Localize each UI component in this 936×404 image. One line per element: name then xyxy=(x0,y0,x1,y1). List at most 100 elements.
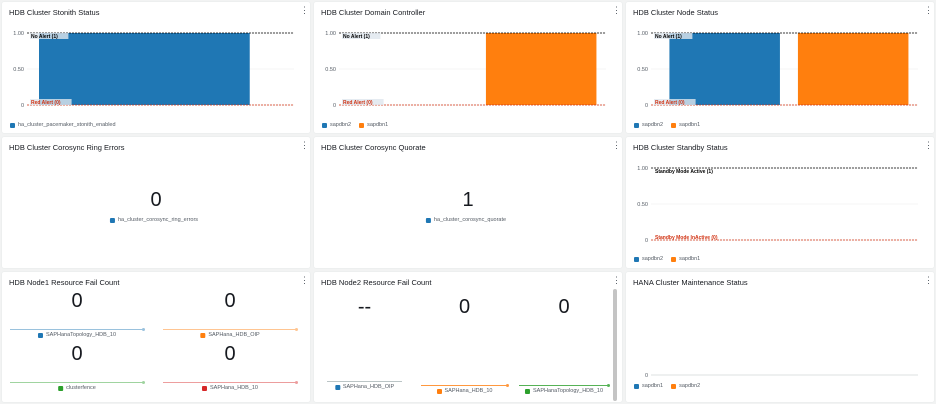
panel-node2-fail-count: HDB Node2 Resource Fail Count ⋮ -- SAPHan… xyxy=(314,272,622,402)
legend-swatch xyxy=(37,332,43,338)
more-options-icon[interactable]: ⋮ xyxy=(924,140,933,150)
annotation-bg xyxy=(30,33,69,39)
legend-swatch xyxy=(334,384,340,390)
sparkline xyxy=(163,328,298,331)
sparkline xyxy=(10,328,145,331)
annotation-bg xyxy=(342,33,381,39)
legend-swatch xyxy=(634,256,639,262)
more-options-icon[interactable]: ⋮ xyxy=(300,140,309,150)
legend-label: sapdbn2 xyxy=(642,122,664,128)
annotation-bg xyxy=(342,99,384,105)
legend-swatch xyxy=(634,122,639,128)
panel-corosync-quorate: HDB Cluster Corosync Quorate ⋮ 1 ha_clus… xyxy=(314,137,622,268)
y-tick-label: 1.00 xyxy=(637,166,648,172)
threshold-label: No Alert (1) xyxy=(31,34,58,40)
y-tick-label: 0.50 xyxy=(637,67,648,73)
chart-legend: sapdbn1 sapdbn2 xyxy=(634,383,700,389)
threshold-label: Standby Mode InActive (0) xyxy=(655,235,718,241)
legend-label: SAPHana_HDB_10 xyxy=(209,385,259,391)
bar-sapdbn1[interactable] xyxy=(485,33,597,105)
sparkline xyxy=(519,384,610,387)
metric-value: 0 xyxy=(458,296,471,318)
panel-domain-controller: HDB Cluster Domain Controller ⋮ 1.00 0.50… xyxy=(314,2,622,133)
threshold-label: No Alert (1) xyxy=(343,34,370,40)
more-options-icon[interactable]: ⋮ xyxy=(924,275,933,285)
legend-swatch xyxy=(524,388,530,394)
threshold-label: Red Alert (0) xyxy=(655,100,685,106)
chart-legend: sapdbn2 sapdbn1 xyxy=(634,256,700,262)
threshold-label: Red Alert (0) xyxy=(343,100,373,106)
chart-node: 1.00 0.50 0 No Alert (1) Red Alert (0) xyxy=(637,31,918,109)
legend-swatch xyxy=(58,385,64,391)
metric-value: 0 xyxy=(224,343,236,365)
y-tick-label: 0.50 xyxy=(13,67,24,73)
chart-legend: sapdbn2 sapdbn1 xyxy=(322,122,388,128)
legend-item[interactable]: sapdbn2 xyxy=(634,256,663,262)
panel-ring-errors: HDB Cluster Corosync Ring Errors ⋮ 0 ha_… xyxy=(2,137,310,268)
chart-maint: 0 xyxy=(645,373,918,377)
legend-label: ha_cluster_corosync_quorate xyxy=(433,217,507,223)
metric-value: 0 xyxy=(71,343,83,365)
panel-title: HDB Node2 Resource Fail Count xyxy=(321,278,432,287)
chart-legend: ha_cluster_pacemaker_stonith_enabled xyxy=(10,122,116,128)
more-options-icon[interactable]: ⋮ xyxy=(612,275,621,285)
panel-title: HANA Cluster Maintenance Status xyxy=(633,278,748,287)
sparkline-point xyxy=(295,381,298,384)
legend-swatch xyxy=(322,122,327,128)
legend-item[interactable]: sapdbn2 xyxy=(671,383,700,389)
legend-label: clusterfence xyxy=(66,385,96,391)
metric-legend: ha_cluster_corosync_ring_errors xyxy=(109,217,198,223)
legend-label: sapdbn2 xyxy=(642,256,664,262)
panel-title: HDB Node1 Resource Fail Count xyxy=(9,278,120,287)
scrollbar[interactable] xyxy=(613,289,617,401)
panel-node-status: HDB Cluster Node Status ⋮ 1.00 0.50 0 No Al… xyxy=(626,2,934,133)
y-tick-label: 0 xyxy=(645,103,648,109)
metric-legend: SAPHana_HDB_OIP xyxy=(200,332,260,338)
legend-item[interactable]: sapdbn2 xyxy=(322,122,351,128)
legend-label: sapdbn2 xyxy=(330,122,352,128)
legend-swatch xyxy=(436,388,442,394)
legend-swatch xyxy=(200,332,206,338)
legend-label: SAPHanaTopology_HDB_10 xyxy=(45,332,117,338)
more-options-icon[interactable]: ⋮ xyxy=(300,5,309,15)
y-tick-label: 0.50 xyxy=(325,67,336,73)
legend-swatch xyxy=(634,383,639,389)
legend-label: ha_cluster_pacemaker_stonith_enabled xyxy=(18,122,116,128)
sparkline-point xyxy=(506,384,509,387)
panel-title: HDB Cluster Standby Status xyxy=(633,143,728,152)
sparkline-point xyxy=(295,328,298,331)
more-options-icon[interactable]: ⋮ xyxy=(612,5,621,15)
sparkline xyxy=(327,381,402,382)
legend-swatch xyxy=(671,256,677,262)
panel-standby-status: HDB Cluster Standby Status ⋮ 1.00 0.50 0 St… xyxy=(626,137,934,268)
sparkline xyxy=(421,384,509,387)
annotation-bg xyxy=(654,33,693,39)
legend-item[interactable]: sapdbn1 xyxy=(359,122,388,128)
metric-legend: ha_cluster_corosync_quorate xyxy=(425,217,507,223)
bar-sapdbn1[interactable] xyxy=(797,33,909,105)
legend-item[interactable]: sapdbn2 xyxy=(634,122,663,128)
legend-item[interactable]: sapdbn1 xyxy=(634,383,663,389)
legend-item[interactable]: ha_cluster_pacemaker_stonith_enabled xyxy=(10,122,116,128)
metric-value: 0 xyxy=(150,189,162,211)
legend-swatch xyxy=(359,122,365,128)
legend-label: SAPHana_HDB_OIP xyxy=(208,332,260,338)
legend-label: SAPHana_HDB_OIP xyxy=(342,384,395,390)
more-options-icon[interactable]: ⋮ xyxy=(924,5,933,15)
panel-title: HDB Cluster Domain Controller xyxy=(321,8,426,17)
more-options-icon[interactable]: ⋮ xyxy=(300,275,309,285)
legend-item[interactable]: sapdbn1 xyxy=(671,122,700,128)
chart-standby: 1.00 0.50 0 Standby Mode Active (1) Standby … xyxy=(637,166,918,244)
legend-label: SAPHana_HDB_10 xyxy=(444,388,493,394)
legend-swatch xyxy=(109,217,115,223)
bar-sapdbn2[interactable] xyxy=(669,33,780,105)
panel-title: HDB Cluster Corosync Ring Errors xyxy=(9,143,125,152)
more-options-icon[interactable]: ⋮ xyxy=(612,140,621,150)
legend-swatch xyxy=(201,385,207,391)
bar-ha_cluster_pacemaker_stonith_enabled[interactable] xyxy=(39,33,250,105)
legend-item[interactable]: sapdbn1 xyxy=(671,256,700,262)
panel-title: HDB Cluster Corosync Quorate xyxy=(321,143,426,152)
legend-label: sapdbn1 xyxy=(642,383,664,389)
metric-value: -- xyxy=(357,296,372,318)
legend-swatch xyxy=(425,217,431,223)
